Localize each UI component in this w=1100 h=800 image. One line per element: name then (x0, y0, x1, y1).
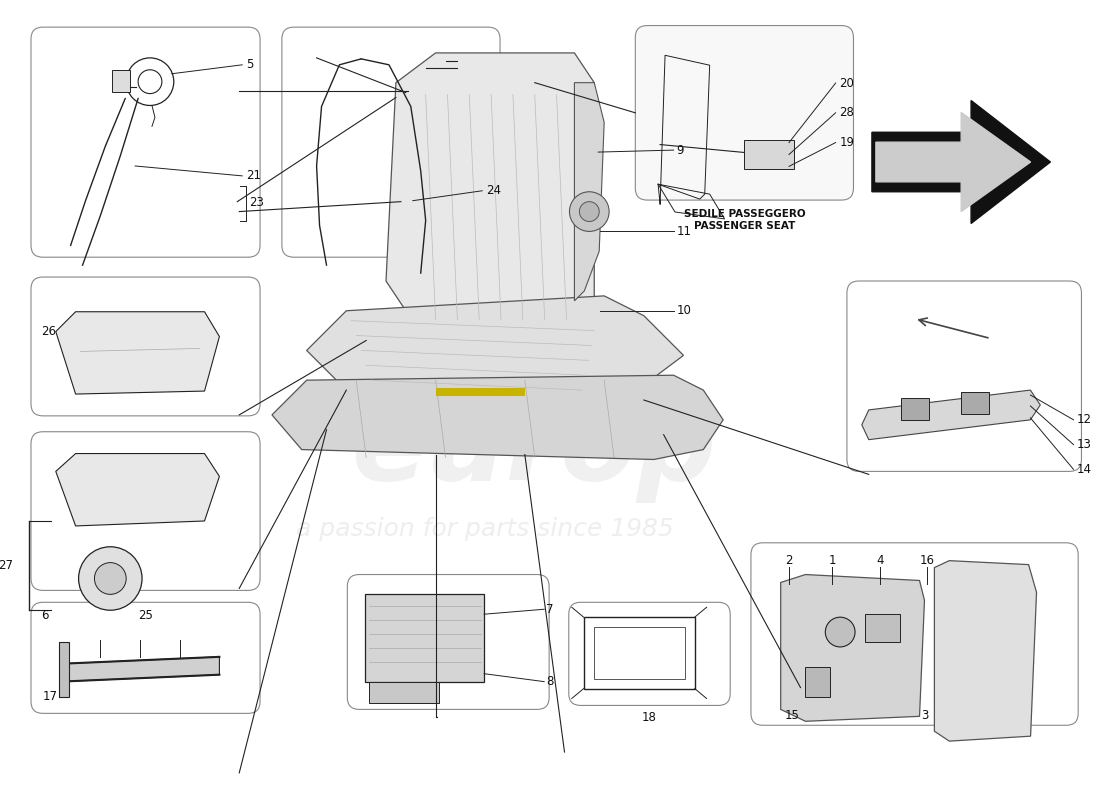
Text: 6: 6 (41, 609, 48, 622)
Text: 12: 12 (1077, 414, 1091, 426)
Text: 8: 8 (547, 675, 553, 688)
Polygon shape (861, 390, 1041, 440)
FancyBboxPatch shape (348, 574, 549, 710)
FancyBboxPatch shape (31, 277, 260, 416)
Text: europ: europ (352, 396, 717, 503)
Text: 10: 10 (676, 304, 692, 318)
Bar (436, 388, 525, 396)
Text: 19: 19 (839, 136, 855, 149)
Polygon shape (58, 642, 68, 697)
Bar (365, 594, 484, 682)
Text: 28: 28 (839, 106, 855, 119)
FancyBboxPatch shape (636, 26, 854, 200)
Text: 20: 20 (839, 77, 855, 90)
Circle shape (825, 617, 855, 647)
Bar (370, 682, 439, 703)
FancyArrowPatch shape (918, 318, 988, 338)
Text: 24: 24 (486, 184, 502, 198)
Text: 7: 7 (547, 602, 553, 616)
Polygon shape (56, 454, 219, 526)
FancyBboxPatch shape (569, 602, 730, 706)
Text: 11: 11 (676, 225, 692, 238)
FancyBboxPatch shape (31, 27, 260, 258)
Text: 21: 21 (246, 170, 261, 182)
Polygon shape (56, 312, 219, 394)
Circle shape (95, 562, 126, 594)
Polygon shape (574, 82, 604, 301)
Text: 1: 1 (828, 554, 836, 567)
Text: 18: 18 (642, 711, 657, 724)
Circle shape (580, 202, 600, 222)
Bar (594, 627, 685, 678)
Text: 26: 26 (41, 325, 56, 338)
FancyBboxPatch shape (31, 602, 260, 714)
FancyBboxPatch shape (751, 542, 1078, 726)
Circle shape (570, 192, 609, 231)
Bar (805, 666, 830, 697)
Bar (865, 614, 900, 642)
Text: 23: 23 (250, 196, 264, 209)
Text: 15: 15 (785, 709, 800, 722)
Polygon shape (872, 101, 1050, 223)
Polygon shape (386, 53, 594, 321)
Circle shape (78, 546, 142, 610)
Bar (584, 617, 695, 689)
FancyBboxPatch shape (847, 281, 1081, 471)
Text: SEDILE PASSEGGERO: SEDILE PASSEGGERO (683, 209, 805, 219)
Polygon shape (934, 561, 1036, 741)
Text: a passion for parts since 1985: a passion for parts since 1985 (296, 517, 674, 541)
Text: 9: 9 (676, 144, 684, 157)
Text: 3: 3 (921, 709, 928, 722)
Polygon shape (60, 657, 219, 682)
Text: 17: 17 (43, 690, 58, 703)
Polygon shape (272, 375, 723, 459)
FancyBboxPatch shape (31, 432, 260, 590)
Text: 2: 2 (785, 554, 792, 567)
Polygon shape (781, 574, 924, 722)
Bar (745, 139, 794, 170)
Text: PASSENGER SEAT: PASSENGER SEAT (694, 221, 795, 231)
Text: 14: 14 (1077, 463, 1091, 476)
Polygon shape (307, 296, 683, 400)
Bar (902, 398, 930, 420)
Polygon shape (876, 113, 1031, 211)
FancyBboxPatch shape (282, 27, 500, 258)
Text: 13: 13 (1077, 438, 1091, 451)
Text: 5: 5 (246, 58, 254, 71)
Text: 25: 25 (139, 609, 153, 622)
Text: 27: 27 (0, 559, 13, 572)
Text: 16: 16 (920, 554, 935, 567)
Bar (961, 392, 989, 414)
Bar (112, 70, 130, 91)
Text: 4: 4 (876, 554, 883, 567)
